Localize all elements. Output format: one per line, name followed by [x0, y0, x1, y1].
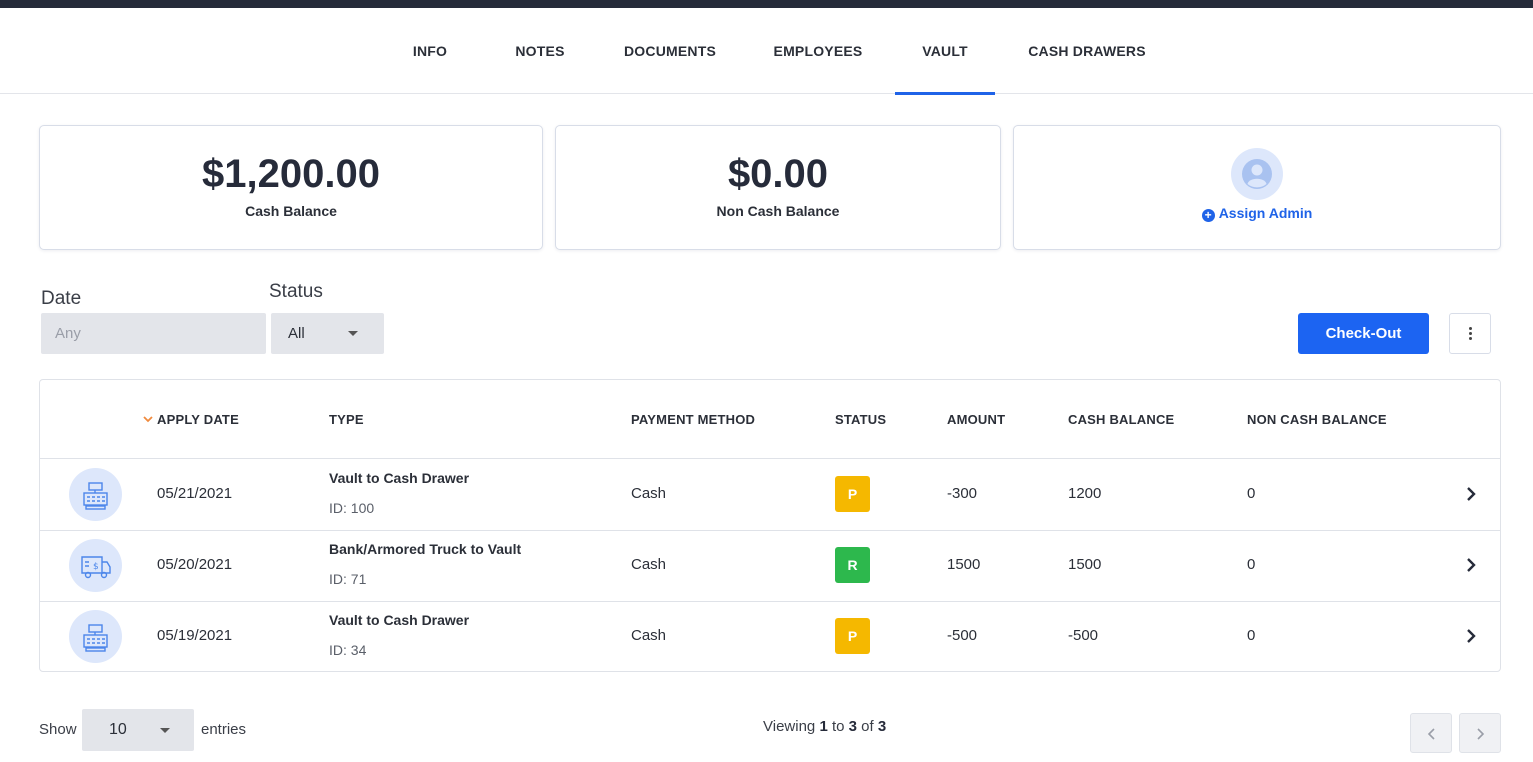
cash-register-icon: [69, 468, 122, 521]
status-filter-select[interactable]: All: [271, 313, 384, 354]
viewing-from: 1: [819, 718, 828, 735]
row-amount: 1500: [947, 556, 981, 573]
page-size-value: 10: [109, 721, 127, 738]
row-payment-method: Cash: [631, 485, 667, 502]
table-row[interactable]: $ 05/20/2021 Bank/Armored Truck to Vault…: [40, 530, 1500, 601]
date-filter-label: Date: [41, 288, 82, 309]
user-avatar-icon: [1231, 148, 1283, 200]
row-apply-date: 05/19/2021: [157, 627, 233, 644]
row-divider: [40, 530, 1500, 531]
row-non-cash-balance: 0: [1247, 627, 1256, 644]
row-amount: -300: [947, 485, 978, 502]
top-bar: [0, 0, 1533, 8]
table-row[interactable]: 05/19/2021 Vault to Cash Drawer ID: 34 C…: [40, 601, 1500, 672]
row-cash-balance: 1200: [1068, 485, 1102, 502]
row-id: ID: 71: [329, 571, 367, 587]
viewing-prefix: Viewing: [763, 718, 816, 735]
date-filter-input[interactable]: Any: [41, 313, 266, 354]
vertical-ellipsis-icon: [1469, 327, 1472, 330]
viewing-of-word: of: [861, 718, 874, 735]
check-out-button[interactable]: Check-Out: [1298, 313, 1429, 354]
chevron-left-icon: [1427, 728, 1435, 740]
column-header-status[interactable]: STATUS: [835, 412, 887, 427]
assign-admin-button[interactable]: + Assign Admin: [1014, 205, 1500, 222]
caret-down-icon: [348, 331, 358, 336]
tab-notes[interactable]: NOTES: [515, 43, 565, 59]
row-cash-balance: -500: [1068, 627, 1099, 644]
tab-cash-drawers[interactable]: CASH DRAWERS: [1028, 43, 1146, 59]
table-row[interactable]: 05/21/2021 Vault to Cash Drawer ID: 100 …: [40, 459, 1500, 530]
admin-card: + Assign Admin: [1013, 125, 1501, 250]
chevron-right-icon[interactable]: [1464, 557, 1478, 573]
row-id: ID: 100: [329, 500, 375, 516]
status-badge: P: [835, 618, 870, 654]
cash-balance-card: $1,200.00 Cash Balance: [39, 125, 543, 250]
cash-balance-label: Cash Balance: [245, 203, 337, 219]
next-page-button[interactable]: [1459, 713, 1501, 753]
non-cash-balance-value: $0.00: [727, 152, 829, 196]
viewing-summary: Viewing 1 to 3 of 3: [763, 718, 886, 735]
assign-admin-label: Assign Admin: [1218, 205, 1313, 221]
chevron-right-icon: [1477, 728, 1485, 740]
status-filter-label: Status: [269, 281, 323, 302]
column-header-type[interactable]: TYPE: [329, 412, 364, 427]
row-divider: [40, 601, 1500, 602]
column-header-cash-balance[interactable]: CASH BALANCE: [1068, 412, 1175, 427]
cash-balance-value: $1,200.00: [202, 152, 380, 196]
row-non-cash-balance: 0: [1247, 556, 1256, 573]
non-cash-balance-card: $0.00 Non Cash Balance: [555, 125, 1001, 250]
vault-transactions-table: APPLY DATE TYPE PAYMENT METHOD STATUS AM…: [39, 379, 1501, 672]
more-options-button[interactable]: [1449, 313, 1491, 354]
plus-circle-icon: +: [1201, 209, 1215, 222]
row-amount: -500: [947, 627, 978, 644]
row-non-cash-balance: 0: [1247, 485, 1256, 502]
column-header-amount[interactable]: AMOUNT: [947, 412, 1006, 427]
row-payment-method: Cash: [631, 627, 667, 644]
row-apply-date: 05/20/2021: [157, 556, 233, 573]
column-header-apply-date[interactable]: APPLY DATE: [157, 412, 239, 427]
page-size-select[interactable]: 10: [82, 709, 194, 751]
non-cash-balance-label: Non Cash Balance: [716, 203, 840, 219]
status-filter-value: All: [288, 325, 305, 342]
caret-down-icon: [160, 728, 170, 733]
status-badge: P: [835, 476, 870, 512]
viewing-to-word: to: [831, 718, 845, 735]
tab-documents[interactable]: DOCUMENTS: [623, 43, 717, 59]
header-divider: [40, 458, 1500, 459]
sort-desc-icon[interactable]: [143, 412, 153, 427]
previous-page-button[interactable]: [1410, 713, 1452, 753]
viewing-total: 3: [877, 718, 887, 735]
entries-label: entries: [201, 721, 247, 738]
column-header-payment-method[interactable]: PAYMENT METHOD: [631, 412, 756, 427]
row-type: Vault to Cash Drawer: [329, 470, 470, 486]
column-header-non-cash-balance[interactable]: NON CASH BALANCE: [1247, 412, 1387, 427]
show-label: Show: [39, 721, 77, 738]
viewing-to: 3: [848, 718, 857, 735]
tab-employees[interactable]: EMPLOYEES: [773, 43, 863, 59]
tab-info[interactable]: INFO: [412, 43, 448, 59]
row-id: ID: 34: [329, 642, 367, 658]
row-type: Bank/Armored Truck to Vault: [329, 541, 522, 557]
row-apply-date: 05/21/2021: [157, 485, 233, 502]
svg-text:$: $: [93, 562, 99, 572]
tab-bar: INFO NOTES DOCUMENTS EMPLOYEES VAULT CAS…: [0, 8, 1533, 95]
tab-vault[interactable]: VAULT: [895, 8, 995, 95]
status-badge: R: [835, 547, 870, 583]
chevron-right-icon[interactable]: [1464, 486, 1478, 502]
row-type: Vault to Cash Drawer: [329, 612, 470, 628]
row-payment-method: Cash: [631, 556, 667, 573]
cash-register-icon: [69, 610, 122, 663]
chevron-right-icon[interactable]: [1464, 628, 1478, 644]
row-cash-balance: 1500: [1068, 556, 1102, 573]
armored-truck-icon: $: [69, 539, 122, 592]
